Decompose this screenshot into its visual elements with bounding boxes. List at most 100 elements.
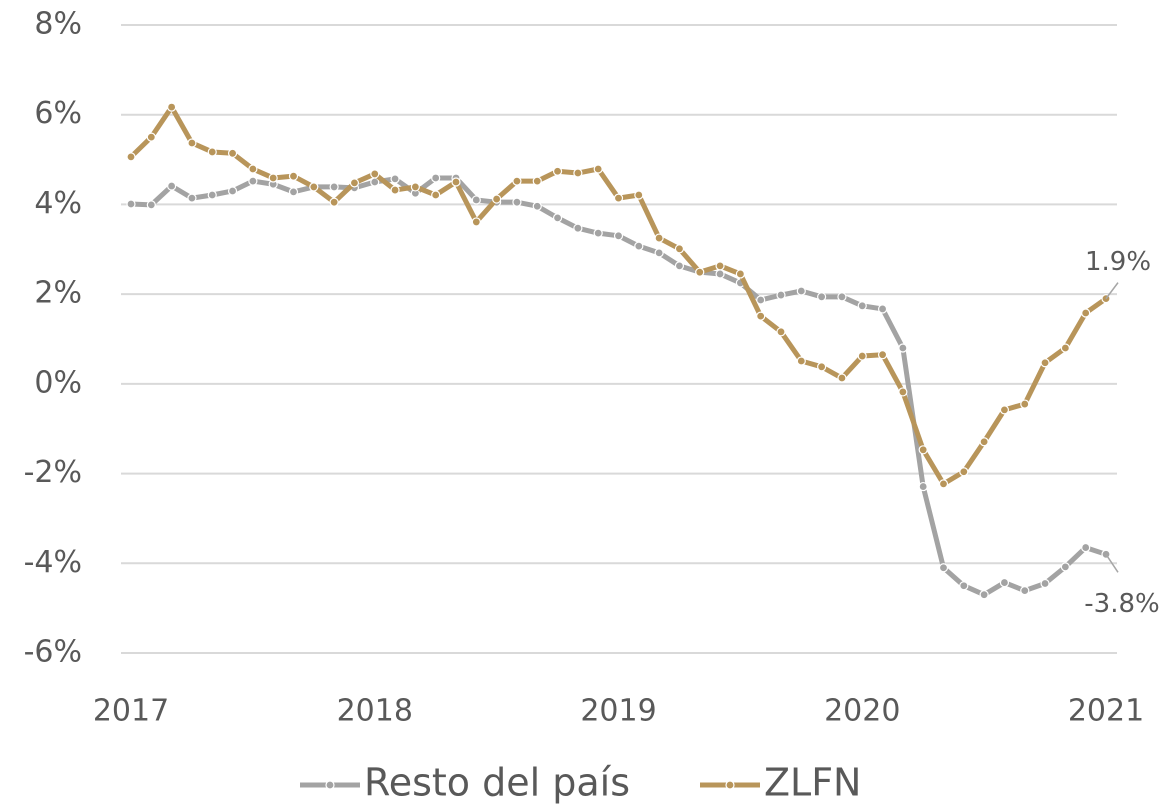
data-point [877,304,888,314]
data-point [674,261,685,271]
data-point [1020,586,1030,596]
data-point [654,233,664,243]
data-point [593,164,603,174]
data-point [817,362,827,372]
series-line [129,104,1108,487]
data-point [938,563,949,573]
legend-label: ZLFN [764,761,862,805]
data-point [410,182,420,192]
data-point [715,269,725,279]
data-point [492,194,502,204]
data-point [817,292,827,302]
data-point [390,174,400,184]
y-tick-label: 8% [34,7,82,42]
data-point [857,351,867,361]
data-point [593,228,603,238]
data-point [796,356,806,366]
data-point [634,190,644,200]
data-point [431,173,441,183]
y-tick-label: 2% [34,276,82,311]
data-point [370,169,380,179]
data-point [898,343,908,353]
data-point [248,164,258,174]
data-point [959,581,969,591]
x-tick-label: 2017 [93,694,169,729]
x-tick-label: 2018 [337,694,413,729]
data-point [126,152,136,162]
data-point [837,373,847,383]
data-point [288,187,299,197]
data-point [1040,358,1050,368]
data-point [288,171,299,181]
data-point [756,295,766,305]
data-point [512,197,522,207]
data-point [573,168,583,178]
data-point [573,223,583,233]
data-point [146,132,156,142]
data-point [329,197,339,207]
data-point [674,244,685,254]
data-point [146,200,156,210]
data-point [187,193,197,203]
data-point [207,147,217,157]
data-point [1020,399,1030,409]
data-point [471,217,481,227]
data-point [715,261,725,271]
data-point [126,199,136,209]
data-point [1081,308,1091,318]
x-tick-label: 2019 [580,694,656,729]
data-point [695,267,705,277]
data-point [837,292,847,302]
data-point [552,166,563,176]
x-tick-label: 2021 [1068,694,1144,729]
data-point [431,190,441,200]
data-point [207,190,217,200]
leader-line [1105,553,1119,573]
data-point [999,405,1010,415]
data-point [1060,562,1070,572]
y-tick-label: 4% [34,186,82,221]
y-tick-label: -6% [24,635,82,670]
data-point [999,577,1010,588]
data-label: -3.8% [1084,589,1159,619]
data-point [552,213,563,223]
data-point [248,176,258,186]
data-point [756,311,766,321]
data-point [268,173,278,183]
data-point [776,290,786,300]
data-point [776,327,786,337]
data-point [187,138,197,148]
data-point [451,177,461,187]
data-point [1081,542,1091,553]
data-point [471,195,481,205]
data-point [532,201,542,211]
data-point [390,185,400,195]
y-tick-label: -4% [24,545,82,580]
data-point [613,193,624,203]
data-point [857,301,867,311]
data-point [979,437,989,447]
y-tick-label: 0% [34,365,82,400]
data-point [329,182,339,192]
data-point [309,182,319,192]
data-point [634,241,644,251]
data-point [227,186,238,196]
y-tick-label: -2% [24,455,82,490]
data-point [796,286,806,296]
x-tick-label: 2020 [824,694,900,729]
data-point [167,102,177,112]
legend-swatch-marker [325,780,335,790]
data-point [877,350,888,360]
data-point [349,178,360,188]
data-point [959,467,969,477]
data-point [918,481,928,492]
data-point [613,231,624,241]
leader-line [1105,282,1119,300]
data-point [227,148,238,158]
data-point [512,176,522,186]
data-point [938,479,949,489]
series-line [130,175,1107,598]
data-point [898,387,908,397]
data-point [654,248,664,258]
